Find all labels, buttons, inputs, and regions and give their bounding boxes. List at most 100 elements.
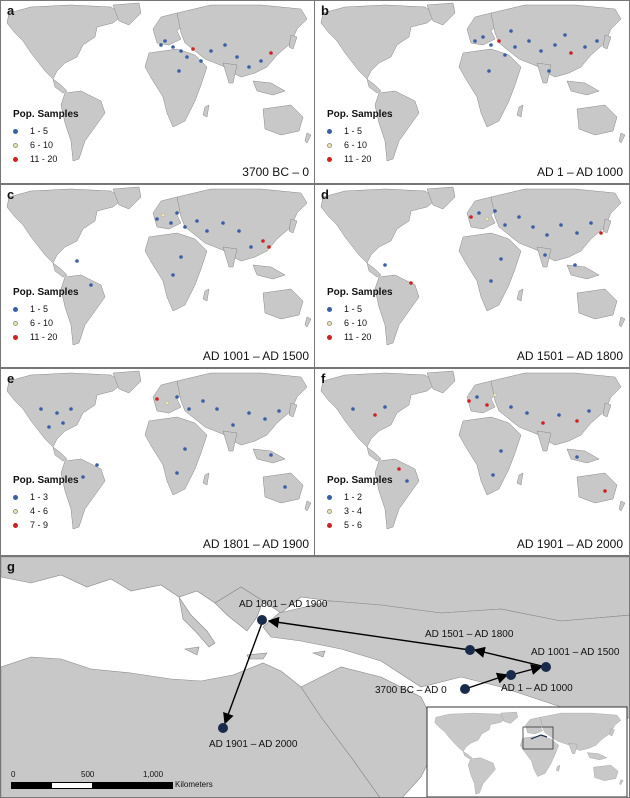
- world-map: [320, 186, 626, 346]
- route-node: [541, 662, 551, 672]
- panel-label: g: [7, 559, 15, 574]
- route-arrow: [267, 616, 471, 651]
- legend-item: 1 - 3: [30, 492, 49, 502]
- legend-dot-large: [13, 334, 18, 340]
- legend-title: Pop. Samples: [13, 109, 79, 120]
- route-label: AD 1501 – AD 1800: [425, 629, 514, 640]
- sample-points-f: [351, 393, 607, 493]
- legend-item: 1 - 5: [30, 304, 49, 314]
- legend-item: 6 - 10: [344, 318, 368, 328]
- scale-bar-graphic: [11, 782, 173, 789]
- legend-item: 11 - 20: [344, 154, 372, 164]
- legend-dot-medium: [13, 320, 18, 326]
- legend-dot-large: [327, 522, 332, 528]
- world-map: [6, 370, 312, 530]
- legend-dot-small: [327, 306, 332, 312]
- panel-f: f Pop. Samples 1 - 2 3 - 4 5 - 6 AD 1901…: [314, 368, 630, 556]
- legend-item: 1 - 2: [344, 492, 363, 502]
- scale-tick: 1,000: [143, 770, 164, 779]
- route-label: 3700 BC – AD 0: [375, 685, 447, 696]
- legend-item: 11 - 20: [30, 332, 58, 342]
- world-map: [6, 186, 312, 346]
- period-label: AD 1 – AD 1000: [536, 165, 623, 179]
- route-arrow: [464, 672, 509, 690]
- period-label: 3700 BC – 0: [242, 165, 309, 179]
- period-label: AD 1001 – AD 1500: [202, 349, 309, 363]
- legend: Pop. Samples 1 - 5 6 - 10 11 - 20: [327, 109, 393, 166]
- period-label: AD 1901 – AD 2000: [516, 537, 623, 551]
- legend-item: 4 - 6: [30, 506, 49, 516]
- legend-title: Pop. Samples: [13, 287, 79, 298]
- world-map: [320, 370, 626, 530]
- legend-dot-medium: [327, 508, 332, 514]
- world-map: [320, 2, 626, 162]
- legend-dot-large: [13, 156, 18, 162]
- legend-dot-small: [327, 494, 332, 500]
- panel-a: a Pop. Samples 1 - 5 6 - 10 11 - 20 3700…: [0, 0, 316, 184]
- legend: Pop. Samples 1 - 5 6 - 10 11 - 20: [13, 287, 79, 344]
- period-label: AD 1501 – AD 1800: [516, 349, 623, 363]
- route-arrow: [473, 646, 547, 668]
- region-map: [1, 557, 629, 797]
- inset-route: [530, 734, 548, 740]
- legend-title: Pop. Samples: [13, 475, 79, 486]
- legend-title: Pop. Samples: [327, 109, 393, 120]
- scale-tick: 500: [81, 770, 95, 779]
- legend-title: Pop. Samples: [327, 475, 393, 486]
- scale-unit: Kilometers: [175, 780, 213, 789]
- sample-points-c: [75, 211, 271, 287]
- legend-item: 1 - 5: [344, 126, 363, 136]
- legend-item: 6 - 10: [344, 140, 368, 150]
- legend: Pop. Samples 1 - 2 3 - 4 5 - 6: [327, 475, 393, 532]
- legend-item: 1 - 5: [30, 126, 49, 136]
- legend: Pop. Samples 1 - 5 6 - 10 11 - 20: [13, 109, 79, 166]
- legend-title: Pop. Samples: [327, 287, 393, 298]
- legend-item: 3 - 4: [344, 506, 363, 516]
- legend-item: 11 - 20: [344, 332, 372, 342]
- panel-c: c Pop. Samples 1 - 5 6 - 10 11 - 20 AD 1…: [0, 184, 316, 368]
- legend-dot-small: [327, 128, 332, 134]
- sample-points-d: [383, 209, 603, 285]
- legend: Pop. Samples 1 - 3 4 - 6 7 - 9: [13, 475, 79, 532]
- panel-g: g 3700 BC – AD 0 AD 1 – AD 1000 AD 1001 …: [0, 556, 630, 798]
- period-label: AD 1801 – AD 1900: [202, 537, 309, 551]
- panel-label: f: [321, 371, 326, 386]
- panel-label: a: [7, 3, 15, 18]
- route-arrow: [223, 622, 263, 725]
- panel-label: c: [7, 187, 15, 202]
- legend-dot-large: [13, 522, 18, 528]
- legend-dot-medium: [13, 508, 18, 514]
- route-label: AD 1 – AD 1000: [501, 683, 573, 694]
- route-label: AD 1001 – AD 1500: [531, 647, 620, 658]
- panel-b: b Pop. Samples 1 - 5 6 - 10 11 - 20 AD 1…: [314, 0, 630, 184]
- legend-item: 6 - 10: [30, 318, 54, 328]
- legend-item: 1 - 5: [344, 304, 363, 314]
- world-map: [6, 2, 312, 162]
- panel-d: d Pop. Samples 1 - 5 6 - 10 11 - 20 AD 1…: [314, 184, 630, 368]
- sample-points-a: [159, 39, 273, 73]
- legend-dot-medium: [327, 320, 332, 326]
- scale-tick: 0: [11, 770, 16, 779]
- sample-points-e: [39, 395, 287, 489]
- legend-dot-small: [13, 128, 18, 134]
- legend-dot-medium: [13, 142, 18, 148]
- panel-e: e Pop. Samples 1 - 3 4 - 6 7 - 9 AD 1801…: [0, 368, 316, 556]
- legend-item: 11 - 20: [30, 154, 58, 164]
- legend-item: 5 - 6: [344, 520, 363, 530]
- route-node: [460, 684, 470, 694]
- panel-label: b: [321, 3, 329, 18]
- route-arrow: [510, 664, 543, 676]
- legend-dot-medium: [327, 142, 332, 148]
- legend-item: 6 - 10: [30, 140, 54, 150]
- legend-dot-large: [327, 334, 332, 340]
- legend-dot-large: [327, 156, 332, 162]
- scale-bar: 0 500 1,000 Kilometers: [11, 770, 231, 789]
- legend-dot-small: [13, 306, 18, 312]
- sample-points-b: [473, 29, 599, 73]
- route-node: [465, 645, 475, 655]
- panel-label: e: [7, 371, 15, 386]
- route-node: [218, 723, 228, 733]
- legend-dot-small: [13, 494, 18, 500]
- route-label: AD 1901 – AD 2000: [209, 739, 298, 750]
- legend-item: 7 - 9: [30, 520, 49, 530]
